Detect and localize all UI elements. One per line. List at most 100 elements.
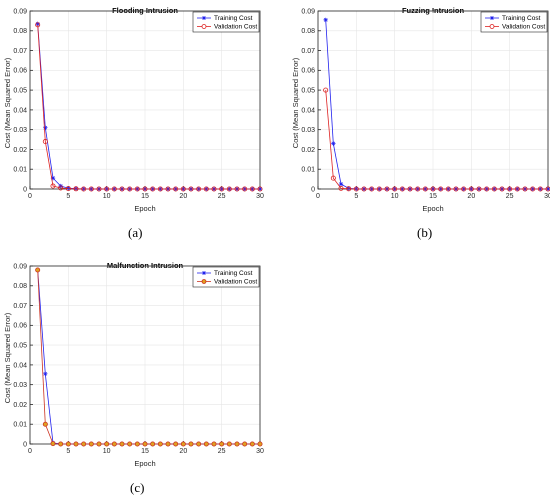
data-point	[150, 441, 156, 447]
data-point	[42, 139, 48, 145]
data-point	[35, 267, 41, 273]
data-point	[376, 186, 382, 192]
x-tick-label: 0	[28, 448, 32, 455]
data-point	[545, 186, 550, 192]
data-point	[134, 186, 140, 192]
data-point	[369, 186, 375, 192]
x-tick-label: 5	[354, 193, 358, 200]
y-tick-label: 0.08	[301, 28, 315, 35]
legend-box	[192, 11, 260, 33]
data-point	[338, 185, 344, 191]
data-point	[242, 441, 248, 447]
y-axis-label: Cost (Mean Squared Error)	[3, 312, 12, 403]
data-point	[142, 186, 148, 192]
data-point	[407, 186, 413, 192]
data-point	[353, 186, 359, 192]
y-tick-label: 0	[23, 441, 27, 448]
data-point	[330, 175, 336, 181]
y-tick-label: 0.02	[13, 402, 27, 409]
data-point	[338, 181, 344, 187]
x-tick-label: 0	[28, 193, 32, 200]
data-point	[157, 186, 163, 192]
data-point	[58, 441, 64, 447]
y-tick-label: 0.09	[301, 8, 315, 15]
y-axis-label: Cost (Mean Squared Error)	[3, 57, 12, 148]
data-point	[211, 186, 217, 192]
data-point	[50, 441, 56, 447]
caption-b: (b)	[417, 225, 433, 240]
x-tick-label: 25	[218, 448, 226, 455]
legend-box	[192, 266, 260, 288]
data-point	[73, 441, 79, 447]
data-point	[234, 186, 240, 192]
data-point	[127, 441, 133, 447]
chart-flooding: Flooding Intrusion Epoch Cost (Mean Squa…	[0, 0, 275, 225]
x-tick-label: 5	[66, 448, 70, 455]
y-tick-label: 0.07	[13, 48, 27, 55]
y-tick-label: 0.03	[13, 127, 27, 134]
series-1	[323, 87, 550, 192]
series-line	[37, 23, 260, 190]
y-tick-label: 0.03	[13, 382, 27, 389]
data-point	[203, 441, 209, 447]
y-tick-label: 0.01	[301, 167, 315, 174]
data-point	[73, 186, 79, 192]
data-point	[196, 441, 202, 447]
y-tick-label: 0.04	[301, 107, 315, 114]
legend-box	[480, 11, 548, 33]
y-tick-label: 0.08	[13, 28, 27, 35]
data-point	[96, 186, 102, 192]
data-point	[323, 87, 329, 93]
series-line	[325, 19, 548, 190]
data-point	[461, 186, 467, 192]
legend-marker	[202, 271, 206, 275]
y-tick-label: 0	[23, 186, 27, 193]
legend-marker	[202, 16, 206, 20]
data-point	[203, 186, 209, 192]
y-tick-label: 0.07	[13, 303, 27, 310]
data-point	[173, 186, 179, 192]
legend-marker	[201, 279, 207, 284]
data-point	[119, 441, 125, 447]
data-point	[346, 186, 352, 192]
legend: Training Cost Validation Cost	[480, 11, 548, 33]
legend-label: Training Cost	[214, 15, 253, 22]
y-tick-label: 0.06	[301, 68, 315, 75]
data-point	[537, 186, 543, 192]
caption-a: (a)	[128, 225, 143, 240]
axes: 0 0.01 0.02 0.03 0.04 0.05 0.06 0.07 0.08 0.09 0 5 1…	[301, 8, 550, 200]
y-tick-label: 0.06	[13, 68, 27, 75]
x-tick-label: 20	[467, 193, 475, 200]
y-tick-label: 0.07	[301, 48, 315, 55]
data-point	[165, 441, 171, 447]
data-point	[111, 186, 117, 192]
x-tick-label: 5	[66, 193, 70, 200]
data-point	[242, 186, 248, 192]
data-point	[453, 186, 459, 192]
data-point	[445, 186, 451, 192]
y-tick-label: 0.04	[13, 107, 27, 114]
chart-title: Flooding Intrusion	[112, 6, 178, 15]
chart-title: Fuzzing Intrusion	[402, 6, 464, 15]
legend-label: Validation Cost	[502, 24, 545, 31]
y-tick-label: 0.02	[13, 147, 27, 154]
chart-malfunction-svg: Malfunction Intrusion Epoch Cost (Mean S…	[3, 261, 264, 468]
data-point	[180, 186, 186, 192]
data-point	[438, 186, 444, 192]
grid	[29, 265, 261, 445]
series-line	[37, 269, 260, 445]
legend-label: Training Cost	[214, 270, 253, 277]
data-point	[219, 441, 225, 447]
data-point	[142, 441, 148, 447]
data-point	[104, 186, 110, 192]
chart-malfunction: Malfunction Intrusion Epoch Cost (Mean S…	[0, 255, 275, 480]
legend: Training Cost Validation Cost	[192, 11, 260, 33]
series-0	[35, 267, 263, 447]
y-tick-label: 0.03	[301, 127, 315, 134]
legend-marker	[489, 24, 495, 29]
x-tick-label: 25	[506, 193, 514, 200]
data-point	[361, 186, 367, 192]
data-point	[88, 186, 94, 192]
data-point	[507, 186, 513, 192]
y-tick-label: 0.09	[13, 8, 27, 15]
